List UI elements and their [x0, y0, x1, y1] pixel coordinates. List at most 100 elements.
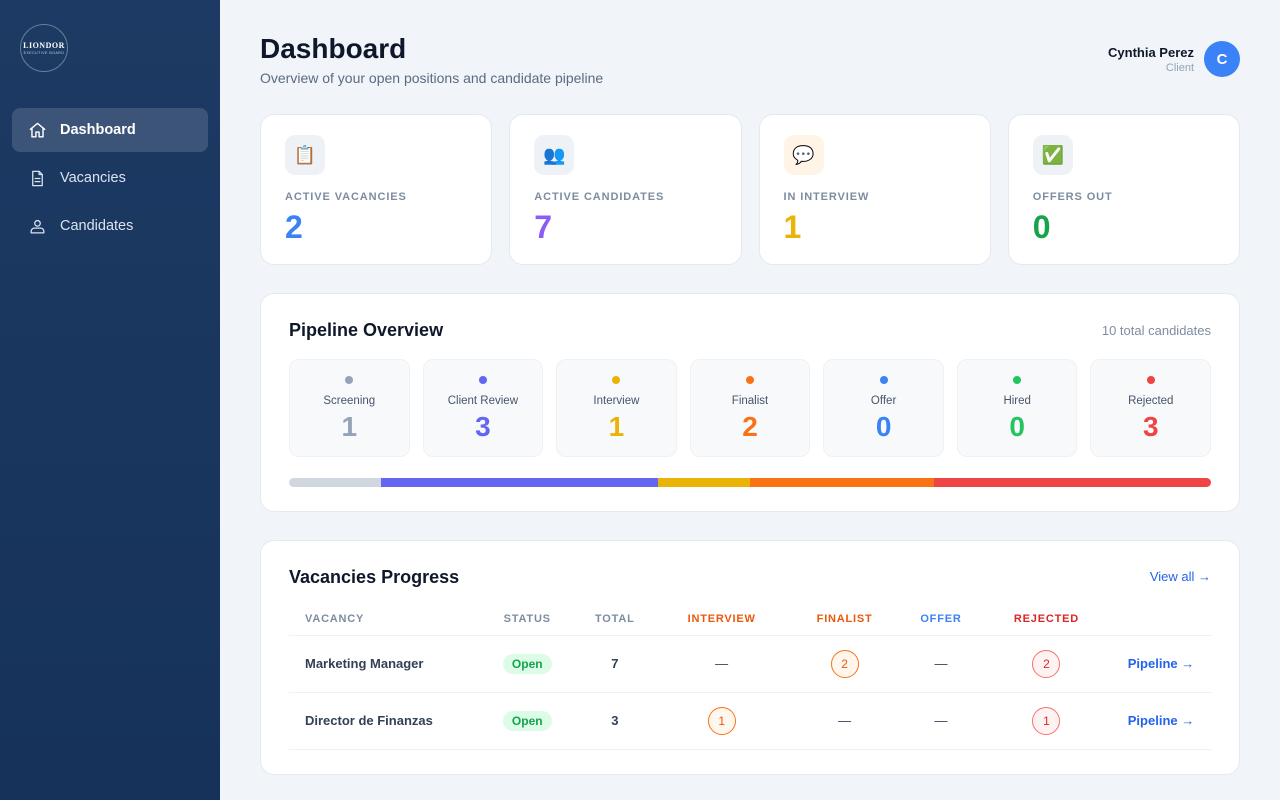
sidebar-item-dashboard[interactable]: Dashboard [12, 108, 208, 152]
company-logo[interactable]: LIONDOR EXECUTIVE BOARD [20, 24, 68, 72]
pipeline-link-cell: Pipeline → [1111, 635, 1211, 693]
stage-card-client-review[interactable]: Client Review 3 [422, 359, 544, 457]
column-header: TOTAL [575, 603, 655, 636]
page-title: Dashboard [260, 33, 407, 64]
total-cell: 7 [575, 635, 655, 693]
sidebar-item-label: Vacancies [60, 170, 126, 186]
finalist-cell: — [789, 692, 901, 750]
pipeline-link-cell: Pipeline → [1111, 692, 1211, 750]
total-count: 3 [611, 713, 619, 728]
stage-card-rejected[interactable]: Rejected 3 [1090, 359, 1212, 457]
column-header: INTERVIEW [654, 603, 790, 636]
stat-card-in-interview: 💬 IN INTERVIEW 1 [758, 114, 991, 265]
stat-value: 1 [783, 209, 802, 245]
pipeline-link[interactable]: Pipeline → [1127, 713, 1195, 728]
stage-dot-icon [746, 376, 755, 384]
rejected-count-badge[interactable]: 2 [1032, 649, 1061, 678]
stat-card-offers-out: ✅ OFFERS OUT 0 [1007, 114, 1240, 265]
people-icon: 👥 [534, 135, 575, 175]
stage-label: Hired [1003, 395, 1031, 407]
finalist-cell: 2 [789, 635, 901, 693]
sidebar-item-label: Candidates [60, 218, 134, 234]
stage-count: 3 [475, 411, 491, 442]
rejected-count-badge[interactable]: 1 [1032, 706, 1061, 735]
stage-card-finalist[interactable]: Finalist 2 [689, 359, 811, 457]
interview-empty: — [715, 656, 729, 671]
stage-card-hired[interactable]: Hired 0 [956, 359, 1078, 457]
avatar[interactable]: C [1204, 41, 1240, 77]
column-header: STATUS [479, 603, 576, 636]
stat-card-active-candidates: 👥 ACTIVE CANDIDATES 7 [509, 114, 742, 265]
stage-count: 0 [875, 411, 892, 442]
status-badge: Open [502, 653, 552, 674]
bar-segment-rejected [934, 478, 1211, 487]
page-subtitle: Overview of your open positions and cand… [260, 70, 604, 86]
logo-name: LIONDOR [23, 41, 65, 50]
stage-label: Interview [593, 395, 640, 407]
total-candidates: 10 total candidates [1101, 323, 1211, 338]
status-cell: Open [479, 692, 576, 750]
bar-segment-interview [657, 478, 750, 487]
stage-label: Client Review [447, 395, 519, 407]
vacancy-name[interactable]: Marketing Manager [305, 656, 424, 671]
stage-label: Rejected [1128, 395, 1174, 407]
user-icon [30, 219, 45, 233]
table-body: Marketing Manager Open 7—2—2 Pipeline → Dire… [289, 635, 1211, 750]
vacancies-title: Vacancies Progress [289, 567, 460, 587]
bar-segment-finalist [749, 478, 935, 487]
pipeline-stages: Screening 1 Client Review 3 Interview 1 Finali… [289, 359, 1212, 457]
stage-count: 3 [1142, 411, 1159, 442]
stat-label: OFFERS OUT [1032, 191, 1113, 203]
speech-bubble-icon: 💬 [783, 135, 824, 175]
offer-cell: — [900, 635, 982, 693]
user-role: Client [1165, 61, 1194, 74]
stage-count: 2 [742, 411, 758, 442]
user-menu[interactable]: Cynthia Perez Client C [1108, 41, 1240, 77]
sidebar-item-vacancies[interactable]: Vacancies [12, 156, 208, 200]
stage-card-offer[interactable]: Offer 0 [823, 359, 944, 457]
offer-empty: — [934, 656, 948, 671]
stat-label: ACTIVE CANDIDATES [534, 191, 665, 203]
finalist-empty: — [838, 713, 852, 728]
finalist-count-badge[interactable]: 2 [830, 649, 859, 678]
sidebar: LIONDOR EXECUTIVE BOARD Dashboard Vacanc… [0, 0, 220, 800]
table-header-row: VACANCY STATUS TOTAL INTERVIEW FINALIST OFFER… [289, 603, 1211, 636]
stage-count: 1 [608, 411, 625, 442]
stage-dot-icon [879, 376, 888, 384]
offer-empty: — [934, 713, 948, 728]
view-all-link[interactable]: View all → [1149, 569, 1211, 584]
stage-dot-icon [1013, 376, 1022, 384]
status-badge: Open [502, 710, 552, 731]
interview-count-badge[interactable]: 1 [707, 706, 736, 735]
stat-value: 2 [285, 209, 303, 245]
sidebar-item-candidates[interactable]: Candidates [12, 204, 208, 248]
table-row[interactable]: Director de Finanzas Open 3 1 — — 1 Pipeline → [289, 692, 1211, 750]
column-header: FINALIST [789, 603, 901, 636]
table-row[interactable]: Marketing Manager Open 7 — 2 — 2 Pipeline → [289, 635, 1211, 693]
bar-segment-screening [289, 478, 382, 487]
home-icon [29, 122, 46, 138]
column-header: REJECTED [981, 603, 1111, 636]
pipeline-link[interactable]: Pipeline → [1127, 656, 1195, 671]
column-header: OFFER [900, 603, 982, 636]
rejected-cell: 1 [981, 692, 1111, 750]
stage-dot-icon [1146, 376, 1155, 384]
column-header [1111, 603, 1211, 636]
sidebar-item-label: Dashboard [60, 122, 136, 138]
stat-value: 0 [1032, 209, 1051, 245]
stat-card-active-vacancies: 📋 ACTIVE VACANCIES 2 [260, 114, 493, 265]
pipeline-progress-bar [289, 478, 1211, 487]
rejected-cell: 2 [981, 635, 1111, 693]
vacancy-name[interactable]: Director de Finanzas [305, 713, 433, 728]
user-info: Cynthia Perez Client [1108, 45, 1194, 74]
interview-cell: — [654, 635, 790, 693]
clipboard-icon: 📋 [285, 135, 325, 175]
vacancy-name-cell: Marketing Manager [289, 635, 479, 693]
vacancies-progress-panel: Vacancies Progress View all → VACANCY STA… [260, 540, 1240, 775]
offer-cell: — [900, 692, 982, 750]
stage-count: 1 [341, 411, 358, 442]
stage-card-screening[interactable]: Screening 1 [289, 359, 410, 457]
stat-label: ACTIVE VACANCIES [285, 191, 407, 203]
logo-subtitle: EXECUTIVE BOARD [23, 51, 65, 55]
stage-card-interview[interactable]: Interview 1 [556, 359, 677, 457]
